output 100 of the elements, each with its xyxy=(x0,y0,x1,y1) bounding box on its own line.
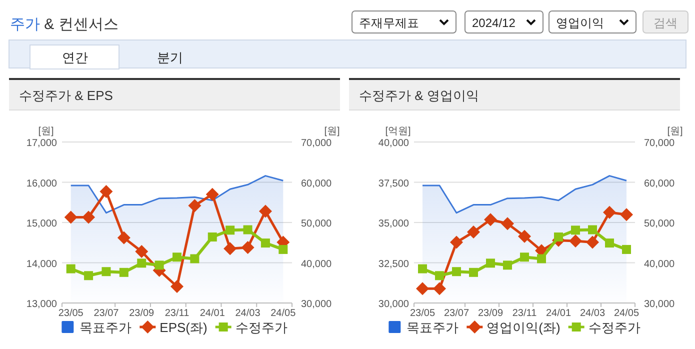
y2-tick-label: 70,000 xyxy=(301,138,332,149)
x-tick-label: 23/09 xyxy=(129,308,155,319)
point xyxy=(208,232,217,242)
y-axis-title: [원] xyxy=(38,126,54,137)
legend-label: 수정주가 xyxy=(235,320,288,335)
point xyxy=(135,244,148,258)
point xyxy=(137,258,146,268)
y2-tick-label: 40,000 xyxy=(644,258,676,270)
y2-tick-label: 70,000 xyxy=(644,138,676,149)
x-tick-label: 24/03 xyxy=(580,308,606,319)
legend-label: 목표주가 xyxy=(406,320,459,335)
y-axis-title: [억원] xyxy=(385,126,411,137)
point xyxy=(452,267,461,276)
x-tick-label: 23/07 xyxy=(444,308,470,319)
x-tick-label: 24/01 xyxy=(200,308,226,319)
y-tick-label: 13,000 xyxy=(26,299,58,310)
x-tick-label: 24/03 xyxy=(235,308,261,319)
y2-tick-label: 60,000 xyxy=(301,178,332,190)
x-tick-label: 23/11 xyxy=(164,308,190,319)
point xyxy=(258,204,272,218)
y2-tick-label: 50,000 xyxy=(301,218,332,230)
y2-tick-label: 50,000 xyxy=(644,218,676,230)
x-tick-label: 23/09 xyxy=(478,308,504,319)
point xyxy=(224,242,237,256)
point xyxy=(418,264,427,274)
point xyxy=(571,226,580,235)
point xyxy=(190,254,200,264)
point xyxy=(605,238,614,248)
point xyxy=(82,210,96,224)
point xyxy=(467,226,480,238)
text: 검색 xyxy=(654,16,678,30)
point xyxy=(622,244,631,254)
text: 주재무제표 xyxy=(359,16,419,30)
y2-tick-label: 30,000 xyxy=(644,299,676,310)
y-tick-label: 16,000 xyxy=(26,178,58,190)
point xyxy=(435,271,444,280)
point xyxy=(117,231,130,244)
point xyxy=(172,252,182,262)
point xyxy=(100,185,113,198)
y2-axis-title: [원] xyxy=(667,126,683,137)
text: 분기 xyxy=(157,50,183,65)
point xyxy=(469,268,478,277)
point xyxy=(206,188,219,201)
point xyxy=(154,260,164,270)
x-tick-label: 23/11 xyxy=(512,308,538,319)
y-tick-label: 37,500 xyxy=(378,178,410,190)
x-tick-label: 24/05 xyxy=(614,308,640,319)
y-tick-label: 17,000 xyxy=(26,138,58,149)
x-tick-label: 23/07 xyxy=(94,308,120,319)
y-tick-label: 35,000 xyxy=(378,218,410,230)
y-tick-label: 40,000 xyxy=(378,138,410,149)
y-tick-label: 14,000 xyxy=(26,258,58,270)
point xyxy=(84,271,94,280)
point xyxy=(170,280,184,293)
point xyxy=(603,206,616,219)
y2-tick-label: 40,000 xyxy=(301,258,332,270)
point xyxy=(588,225,597,234)
point xyxy=(119,268,128,277)
chart-title: 수정주가 & EPS xyxy=(19,88,114,103)
text: 영업이익 xyxy=(556,16,604,30)
point xyxy=(450,236,463,249)
point xyxy=(620,208,633,222)
point xyxy=(226,226,235,235)
point xyxy=(278,244,288,254)
point xyxy=(486,258,495,268)
point xyxy=(569,234,582,248)
point xyxy=(64,210,78,224)
y-tick-label: 32,500 xyxy=(378,258,410,270)
x-tick-label: 23/05 xyxy=(410,308,436,319)
point xyxy=(501,217,514,230)
y2-axis-title: [원] xyxy=(324,126,340,137)
legend-label: 목표주가 xyxy=(80,320,132,335)
point xyxy=(102,267,111,276)
point xyxy=(241,240,254,254)
point xyxy=(433,282,446,296)
x-tick-label: 24/05 xyxy=(270,308,296,319)
point xyxy=(188,199,202,212)
y2-tick-label: 60,000 xyxy=(644,178,676,190)
y-tick-label: 30,000 xyxy=(378,299,410,310)
point xyxy=(586,236,599,249)
point xyxy=(554,232,563,242)
point xyxy=(503,260,512,270)
point xyxy=(484,213,497,226)
y-tick-label: 15,000 xyxy=(26,218,58,230)
chart-title: 수정주가 & 영업이익 xyxy=(359,88,479,103)
text: 주가 & 컨센서스 xyxy=(10,16,118,33)
legend-label: 수정주가 xyxy=(588,320,640,335)
point xyxy=(243,225,252,234)
x-tick-label: 23/05 xyxy=(58,308,84,319)
point xyxy=(260,238,270,248)
y2-tick-label: 30,000 xyxy=(301,299,332,310)
legend-label: EPS(좌) xyxy=(160,320,208,335)
point xyxy=(537,254,546,264)
point xyxy=(518,230,531,243)
legend-label: 영업이익(좌) xyxy=(486,320,560,335)
x-tick-label: 24/01 xyxy=(546,308,572,319)
point xyxy=(416,282,429,296)
text: 2024/12 xyxy=(472,16,516,30)
point xyxy=(520,252,529,262)
point xyxy=(66,264,76,274)
